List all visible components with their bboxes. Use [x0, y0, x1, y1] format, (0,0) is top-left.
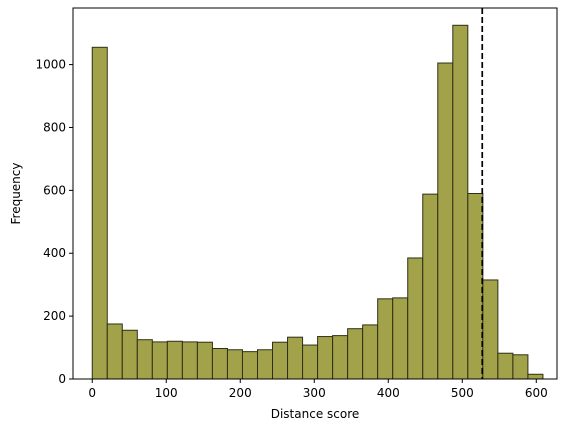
histogram-bar	[181, 341, 198, 380]
y-tick-label: 1000	[35, 58, 66, 72]
histogram-bar	[392, 297, 409, 380]
y-tick-label: 200	[43, 309, 66, 323]
x-tick-label: 600	[525, 386, 548, 400]
x-axis-ticks: 0 100 200 300 400 500 600	[88, 379, 548, 400]
histogram-bar	[452, 24, 469, 380]
histogram-bar	[467, 193, 484, 380]
x-tick-label: 200	[229, 386, 252, 400]
histogram-bar	[302, 344, 319, 380]
histogram-bar	[332, 335, 349, 380]
x-tick-label: 100	[155, 386, 178, 400]
y-tick-label: 800	[43, 120, 66, 134]
x-axis-label: Distance score	[271, 407, 360, 421]
histogram-bar	[241, 351, 258, 380]
histogram-bar	[437, 62, 454, 380]
histogram-bar	[106, 323, 123, 380]
y-tick-label: 600	[43, 183, 66, 197]
histogram-bar	[287, 336, 304, 380]
histogram-bar	[226, 349, 243, 380]
histogram-bar	[166, 340, 183, 380]
histogram-bar	[196, 341, 213, 380]
histogram-bar	[317, 336, 334, 380]
histogram-bar	[407, 257, 424, 380]
x-tick-label: 300	[303, 386, 326, 400]
histogram-bar	[136, 339, 153, 380]
histogram-bar	[527, 373, 544, 380]
histogram-bar	[362, 324, 379, 380]
x-tick-label: 400	[377, 386, 400, 400]
histogram-bar	[422, 193, 439, 380]
histogram-bars	[91, 24, 544, 380]
histogram-bar	[256, 349, 274, 380]
x-tick-label: 0	[88, 386, 96, 400]
histogram-bar	[151, 341, 168, 380]
histogram-bar	[512, 354, 529, 380]
histogram-bar	[497, 352, 514, 380]
y-tick-label: 400	[43, 246, 66, 260]
plot-frame	[72, 7, 558, 380]
histogram-bar	[211, 348, 228, 380]
y-tick-label: 0	[58, 372, 66, 386]
histogram-bar	[121, 329, 138, 380]
x-tick-label: 500	[451, 386, 474, 400]
histogram-bar	[482, 279, 499, 380]
histogram-bar	[347, 328, 364, 380]
y-axis-ticks: 0 200 400 600 800 1000	[35, 58, 73, 386]
histogram-bar	[272, 341, 289, 380]
y-axis-label: Frequency	[9, 163, 23, 225]
histogram-bar	[377, 298, 394, 380]
histogram-bar	[91, 46, 108, 380]
